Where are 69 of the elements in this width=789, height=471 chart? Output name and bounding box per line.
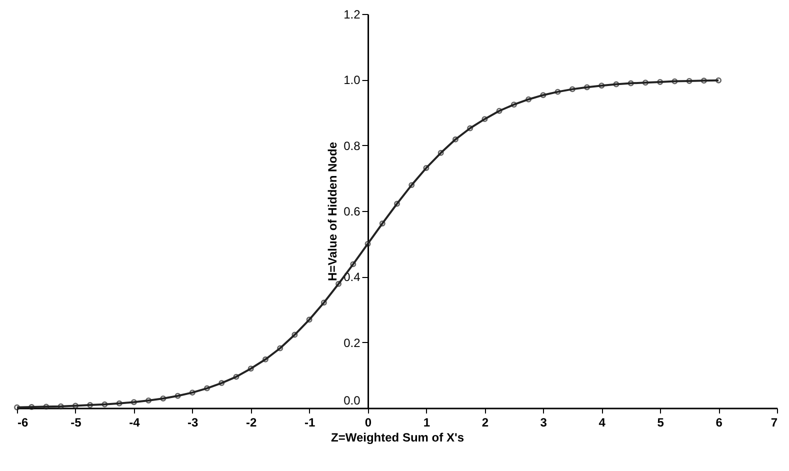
point [540,92,546,98]
x-tick-label: 0 [364,416,372,430]
point [277,345,284,352]
point [130,399,137,406]
point [292,332,298,338]
point [189,390,196,396]
point [628,80,634,86]
y-tick-label: 1.0 [344,73,361,88]
point [686,78,692,84]
x-tick-label: -6 [18,416,28,430]
point [248,366,254,372]
point [526,96,532,102]
x-tick-label: -1 [304,416,316,430]
point [423,165,430,171]
y-tick-label: 0.6 [344,204,361,218]
point [116,400,122,406]
point [306,316,312,323]
x-tick-label: 6 [716,416,723,430]
point [160,395,166,402]
x-tick-label: 3 [540,416,548,430]
x-tick-label: 4 [598,416,606,430]
point [642,80,648,86]
x-tick-label: 5 [657,416,664,430]
x-tick-label: 1 [423,416,430,430]
y-tick-label: 0.0 [344,394,361,408]
point [569,86,576,92]
point [394,200,400,207]
point [28,404,35,410]
y-tick-label: 0.2 [344,336,361,350]
x-tick-label: -3 [188,416,199,430]
point [452,136,458,142]
point [204,385,210,392]
point [102,401,108,408]
point [364,240,371,247]
point [336,280,342,287]
x-tick-label: -5 [70,416,82,430]
point [510,102,517,108]
point [262,356,268,362]
point [58,403,64,410]
point [218,380,225,386]
x-tick-label: -2 [246,416,258,430]
point [496,108,502,114]
point [482,116,488,122]
point [174,392,181,399]
point [72,402,78,409]
y-axis-title: H=Value of Hidden Node [326,142,340,282]
point [350,261,356,268]
x-tick-label: 7 [770,416,778,430]
point [320,300,327,306]
point [43,404,50,410]
point [584,84,590,90]
point [438,150,444,156]
point [554,88,561,95]
x-axis-title: Z=Weighted Sum of X's [331,430,464,444]
x-tick-label: 2 [482,416,489,430]
x-tick-label: -4 [129,416,140,430]
point [613,81,620,88]
point [87,402,94,408]
point [408,182,415,188]
point [233,374,240,380]
point [700,78,707,84]
point [657,78,664,85]
point [467,125,474,132]
point [598,82,605,89]
point [672,78,678,84]
point [146,397,152,404]
point [379,220,386,226]
y-tick-label: 1.2 [344,8,361,22]
y-tick-label: 0.8 [344,138,361,153]
